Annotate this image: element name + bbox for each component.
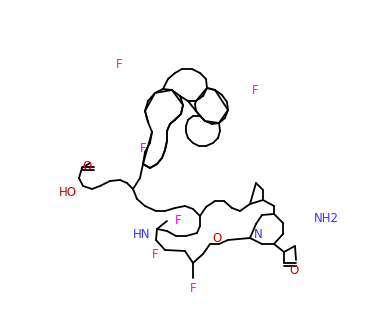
Text: F: F: [175, 215, 181, 228]
Text: F: F: [140, 141, 146, 155]
Text: F: F: [152, 247, 158, 260]
Text: F: F: [190, 281, 196, 294]
Text: N: N: [253, 229, 262, 242]
Text: O: O: [83, 159, 92, 172]
Text: F: F: [116, 58, 122, 71]
Text: F: F: [252, 84, 258, 97]
Text: NH2: NH2: [313, 213, 339, 226]
Text: HO: HO: [59, 186, 77, 200]
Text: O: O: [289, 264, 299, 277]
Text: HN: HN: [133, 229, 151, 242]
Text: O: O: [212, 231, 222, 244]
